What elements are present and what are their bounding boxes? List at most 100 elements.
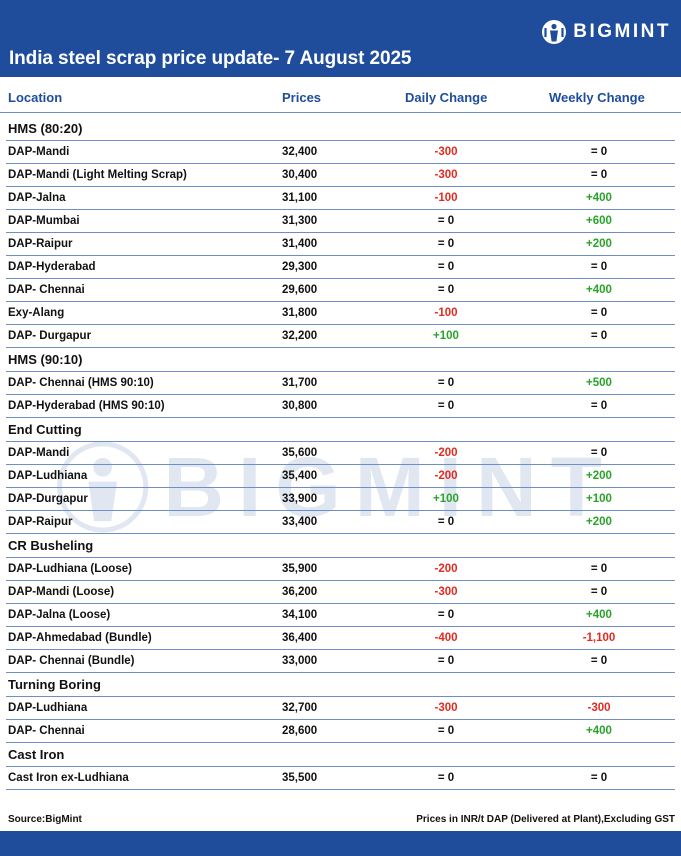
table-row: DAP-Mandi (Light Melting Scrap) 30,400 -30… (6, 164, 675, 187)
daily-change-cell: +100 (433, 330, 459, 342)
daily-change-cell: -200 (434, 470, 458, 482)
weekly-change-cell: +600 (586, 215, 612, 227)
table-row: DAP- Chennai 29,600 = 0 +400 (6, 279, 675, 302)
location-cell: DAP-Ludhiana (Loose) (8, 563, 132, 575)
weekly-change-cell: +500 (586, 377, 612, 389)
table-row: DAP-Ludhiana 35,400 -200 +200 (6, 465, 675, 488)
footer: Source:BigMint Prices in INR/t DAP (Deli… (0, 809, 681, 829)
column-header-prices: Prices (282, 90, 322, 105)
table-row: DAP-Jalna (Loose) 34,100 = 0 +400 (6, 604, 675, 627)
section-header: CR Busheling (6, 534, 675, 558)
brand-name: BIGMINT (573, 21, 671, 42)
daily-change-cell: -100 (434, 307, 458, 319)
daily-change-cell: = 0 (437, 516, 455, 528)
daily-change-cell: -300 (434, 586, 458, 598)
bottom-bar (0, 831, 681, 856)
price-cell: 28,600 (282, 725, 318, 737)
weekly-change-cell: = 0 (590, 586, 608, 598)
table-row: Cast Iron ex-Ludhiana 35,500 = 0 = 0 (6, 767, 675, 790)
source-note: Source:BigMint (8, 814, 82, 825)
price-table: HMS (80:20) DAP-Mandi 32,400 -300 = 0 DAP-Man… (6, 117, 675, 790)
price-cell: 29,600 (282, 284, 318, 296)
section-header: Cast Iron (6, 743, 675, 767)
daily-change-cell: -400 (434, 632, 458, 644)
table-row: DAP-Raipur 33,400 = 0 +200 (6, 511, 675, 534)
price-basis-note: Prices in INR/t DAP (Delivered at Plant)… (416, 814, 675, 825)
table-row: DAP-Mandi (Loose) 36,200 -300 = 0 (6, 581, 675, 604)
table-row: DAP-Hyderabad 29,300 = 0 = 0 (6, 256, 675, 279)
bigmint-logo-icon (542, 20, 567, 44)
weekly-change-cell: = 0 (590, 261, 608, 273)
daily-change-cell: = 0 (437, 284, 455, 296)
location-cell: DAP-Hyderabad (HMS 90:10) (8, 400, 165, 412)
location-cell: DAP-Mandi (Light Melting Scrap) (8, 169, 187, 181)
price-cell: 35,400 (282, 470, 318, 482)
location-cell: DAP-Mandi (8, 447, 70, 459)
daily-change-cell: = 0 (437, 400, 455, 412)
location-cell: DAP-Ahmedabad (Bundle) (8, 632, 152, 644)
weekly-change-cell: = 0 (590, 563, 608, 575)
price-cell: 32,700 (282, 702, 318, 714)
column-header-row: Location Prices Daily Change Weekly Chan… (0, 84, 681, 113)
weekly-change-cell: = 0 (590, 772, 608, 784)
table-row: DAP-Hyderabad (HMS 90:10) 30,800 = 0 = 0 (6, 395, 675, 418)
weekly-change-cell: +200 (586, 516, 612, 528)
location-cell: DAP-Raipur (8, 238, 73, 250)
daily-change-cell: = 0 (437, 261, 455, 273)
weekly-change-cell: -300 (587, 702, 611, 714)
weekly-change-cell: -1,100 (582, 632, 616, 644)
table-row: DAP- Chennai (HMS 90:10) 31,700 = 0 +500 (6, 372, 675, 395)
price-cell: 31,300 (282, 215, 318, 227)
location-cell: DAP-Ludhiana (8, 702, 88, 714)
section-title: HMS (80:20) (8, 121, 83, 136)
weekly-change-cell: = 0 (590, 655, 608, 667)
price-cell: 36,200 (282, 586, 318, 598)
table-row: DAP- Chennai 28,600 = 0 +400 (6, 720, 675, 743)
section-header: HMS (90:10) (6, 348, 675, 372)
table-row: DAP-Jalna 31,100 -100 +400 (6, 187, 675, 210)
price-cell: 34,100 (282, 609, 318, 621)
daily-change-cell: -300 (434, 169, 458, 181)
table-row: Exy-Alang 31,800 -100 = 0 (6, 302, 675, 325)
daily-change-cell: -200 (434, 563, 458, 575)
section-header: HMS (80:20) (6, 117, 675, 141)
daily-change-cell: = 0 (437, 725, 455, 737)
section-title: HMS (90:10) (8, 352, 83, 367)
table-row: DAP-Ludhiana 32,700 -300 -300 (6, 697, 675, 720)
price-cell: 33,900 (282, 493, 318, 505)
price-cell: 31,400 (282, 238, 318, 250)
page-title: India steel scrap price update- 7 August… (9, 48, 412, 69)
location-cell: Cast Iron ex-Ludhiana (8, 772, 129, 784)
daily-change-cell: = 0 (437, 609, 455, 621)
price-cell: 30,400 (282, 169, 318, 181)
daily-change-cell: = 0 (437, 655, 455, 667)
weekly-change-cell: = 0 (590, 400, 608, 412)
location-cell: DAP- Durgapur (8, 330, 92, 342)
brand-logo: BIGMINT (541, 18, 671, 46)
location-cell: DAP-Mumbai (8, 215, 80, 227)
table-row: DAP-Mumbai 31,300 = 0 +600 (6, 210, 675, 233)
price-cell: 31,700 (282, 377, 318, 389)
table-row: DAP-Mandi 35,600 -200 = 0 (6, 442, 675, 465)
price-cell: 35,900 (282, 563, 318, 575)
location-cell: DAP-Raipur (8, 516, 73, 528)
daily-change-cell: -100 (434, 192, 458, 204)
weekly-change-cell: = 0 (590, 307, 608, 319)
column-header-daily: Daily Change (405, 90, 488, 105)
daily-change-cell: = 0 (437, 215, 455, 227)
table-row: DAP-Durgapur 33,900 +100 +100 (6, 488, 675, 511)
weekly-change-cell: = 0 (590, 447, 608, 459)
price-cell: 31,800 (282, 307, 318, 319)
daily-change-cell: = 0 (437, 377, 455, 389)
table-row: DAP-Raipur 31,400 = 0 +200 (6, 233, 675, 256)
daily-change-cell: = 0 (437, 238, 455, 250)
table-row: DAP-Ludhiana (Loose) 35,900 -200 = 0 (6, 558, 675, 581)
weekly-change-cell: +200 (586, 470, 612, 482)
weekly-change-cell: +400 (586, 725, 612, 737)
section-header: Turning Boring (6, 673, 675, 697)
price-cell: 32,400 (282, 146, 318, 158)
weekly-change-cell: +400 (586, 609, 612, 621)
daily-change-cell: -300 (434, 702, 458, 714)
price-cell: 33,400 (282, 516, 318, 528)
weekly-change-cell: +400 (586, 192, 612, 204)
